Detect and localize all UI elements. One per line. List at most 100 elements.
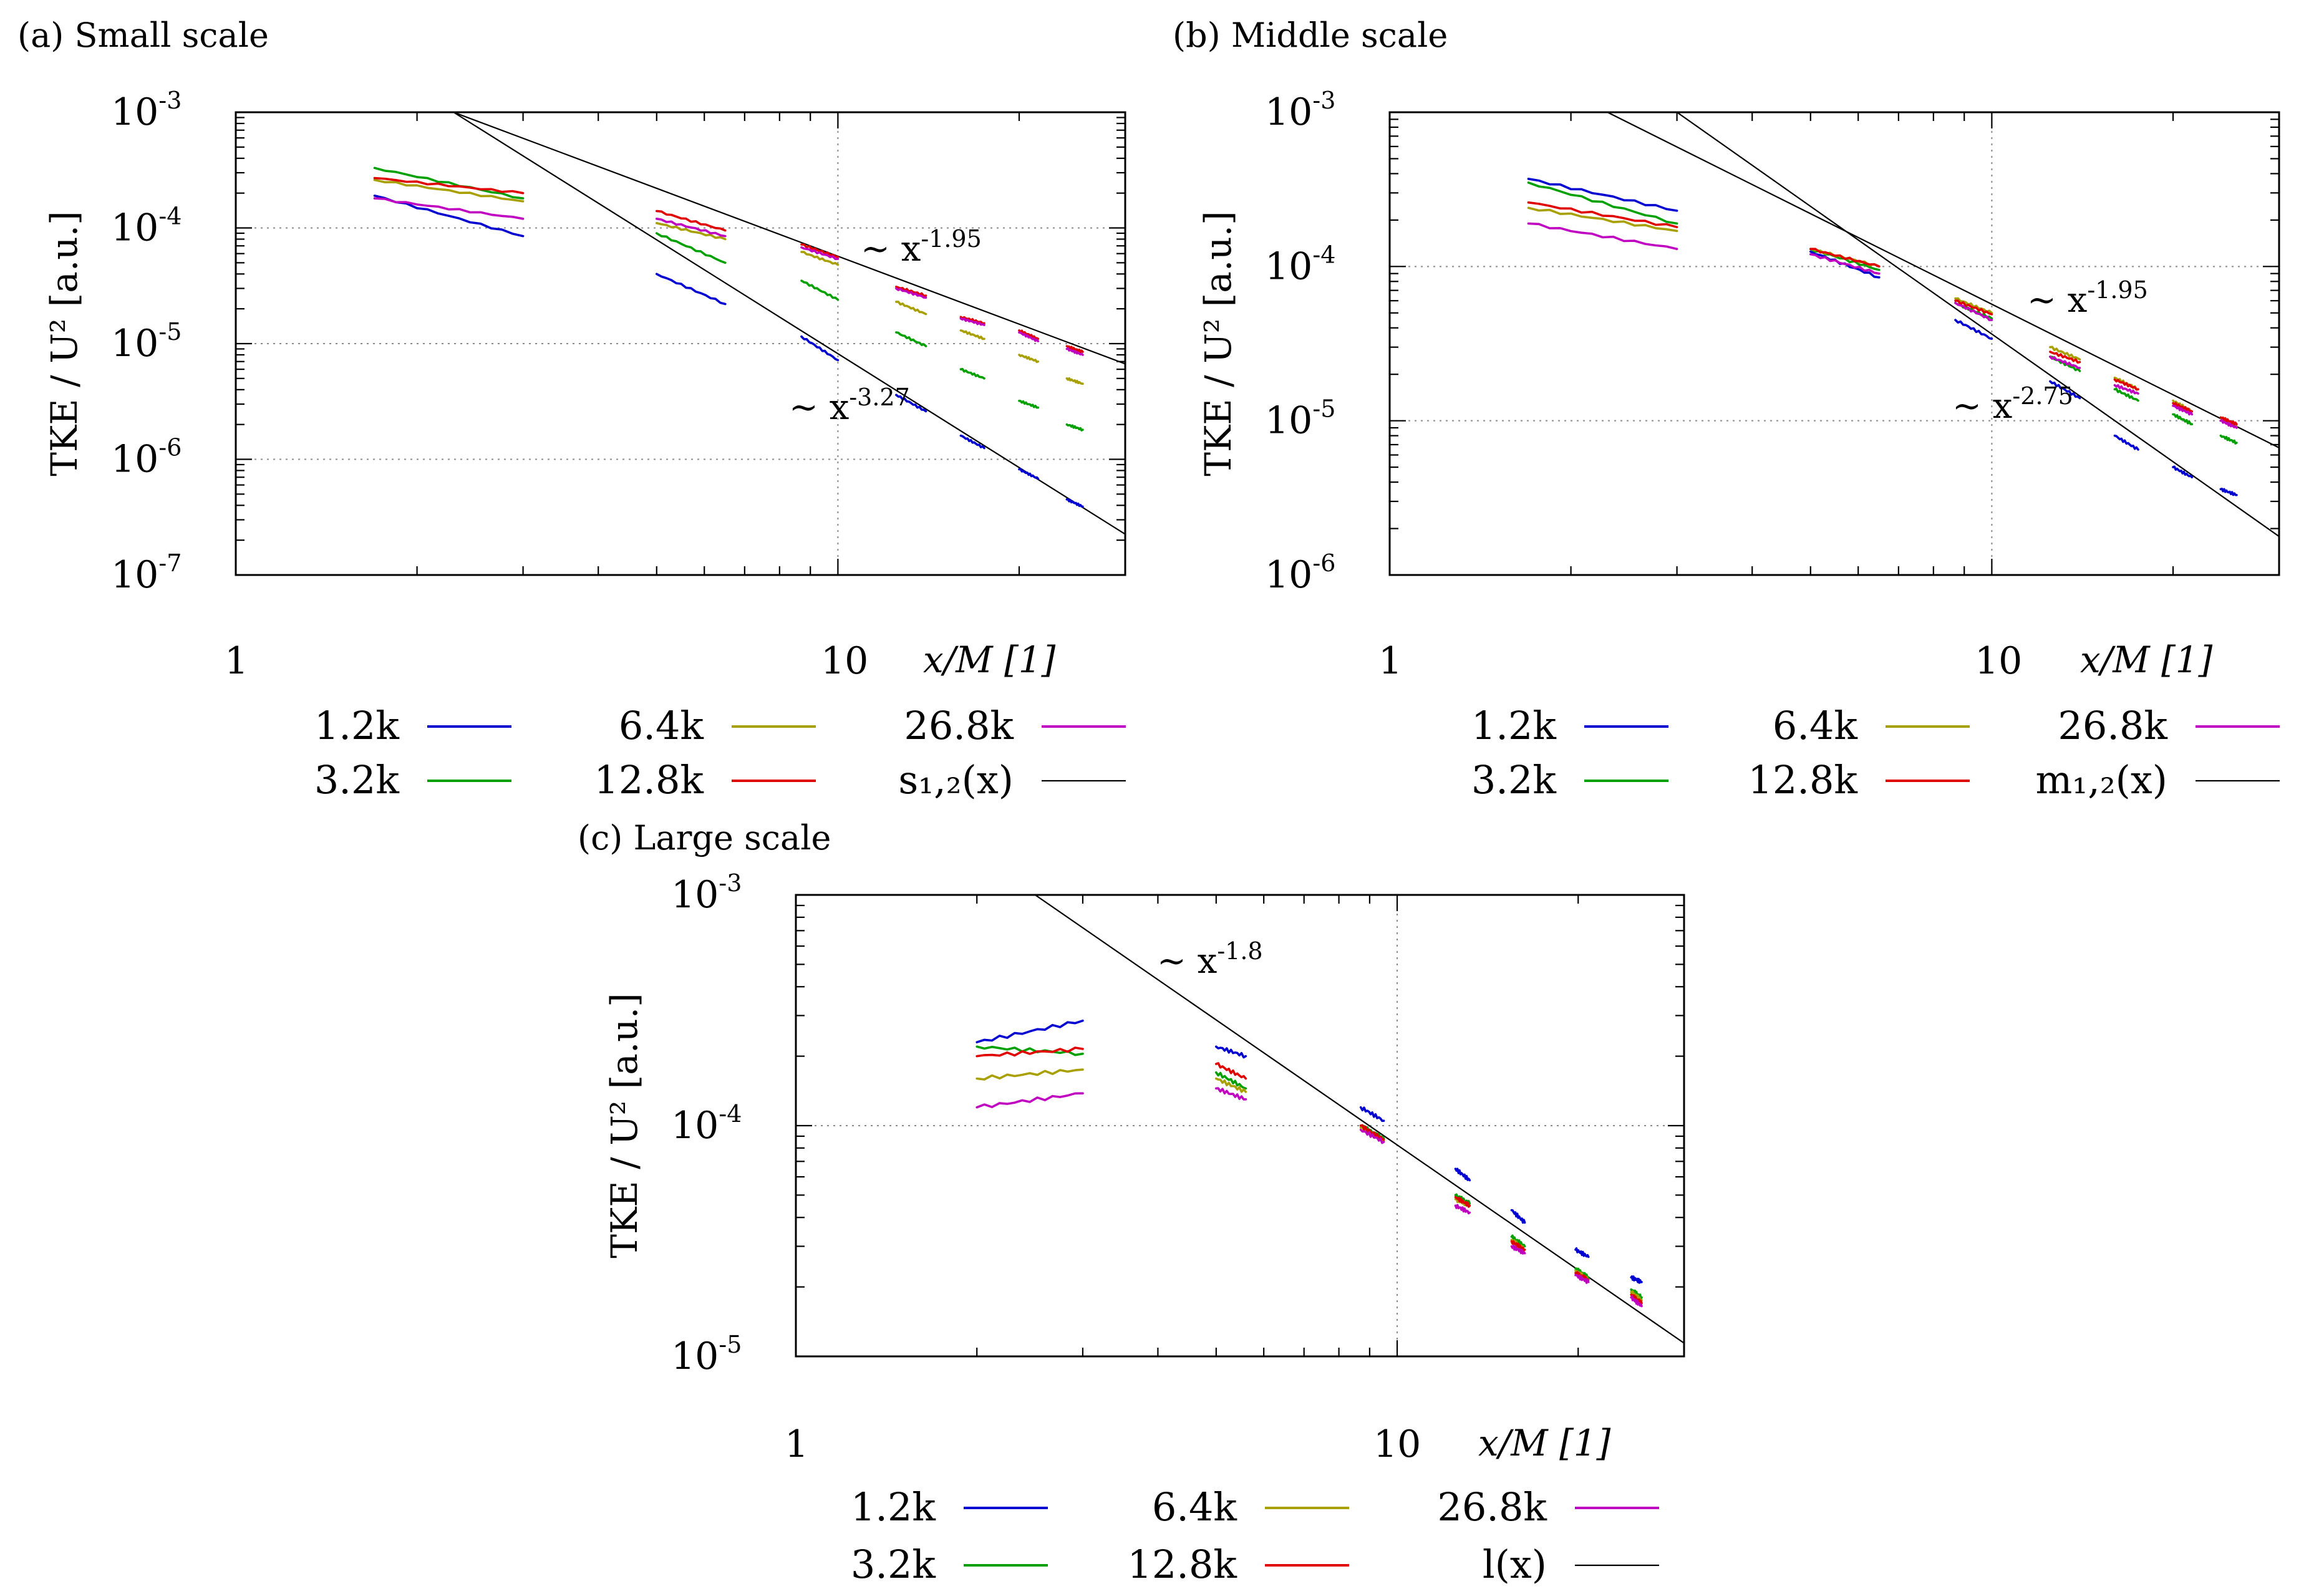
series-6.4k-segment [2049, 345, 2081, 360]
series-12.8k-segment [800, 243, 840, 258]
plot-area [1527, 112, 2279, 538]
y-tick-base: 10 [671, 1335, 719, 1378]
legend: 1.2k 3.2k 6.4k 12.8k 26.8k m₁,₂(x) [1471, 703, 2280, 803]
legend-label: 26.8k [2058, 703, 2167, 748]
series-26.8k-segment [1215, 1087, 1247, 1101]
series-6.4k-segment [1215, 1077, 1247, 1093]
series-6.4k-segment [895, 301, 927, 316]
chart-panel-3: (c) Large scale~ x-1.810-310-410-51 10 x/M… [578, 818, 1685, 1587]
panel-title: (c) Large scale [578, 818, 831, 857]
series-26.8k-segment [1630, 1295, 1643, 1308]
series-12.8k-segment [2113, 378, 2139, 391]
legend-label: 26.8k [904, 703, 1014, 748]
series-1.2k-segment [1954, 319, 1993, 340]
y-tick-exponent: -4 [719, 1100, 742, 1128]
legend-label: 6.4k [1152, 1484, 1237, 1530]
fit-exponent: -1.8 [1217, 937, 1262, 965]
series-26.8k-segment [1527, 222, 1678, 250]
fit-annotation: ~ x-2.75 [1952, 382, 2073, 427]
series-26.8k-segment [1065, 347, 1084, 356]
fit-annotation: ~ x-1.8 [1157, 937, 1263, 982]
fit-line-2 [453, 112, 1125, 535]
chart-panel-1: (a) Small scale~ x-1.95~ x-3.2710-310-41… [17, 16, 1126, 803]
series-26.8k-segment [1018, 331, 1040, 342]
series-26.8k-segment [1454, 1204, 1471, 1215]
series-26.8k-segment [1809, 253, 1881, 275]
fit-line-2 [1676, 112, 2279, 538]
series-6.4k-segment [976, 1068, 1084, 1081]
y-tick-base: 10 [111, 206, 158, 250]
series-1.2k-segment [2172, 465, 2194, 479]
x-axis-label: x/M [1] [1478, 1422, 1611, 1464]
series-1.2k-segment [2049, 380, 2081, 400]
series-26.8k-segment [2113, 384, 2139, 395]
y-tick-label: 10-5 [111, 318, 182, 365]
legend-label: 6.4k [1773, 703, 1858, 748]
y-tick-exponent: -3 [158, 87, 182, 114]
legend-label: 1.2k [1471, 703, 1557, 748]
legend-label: m₁,₂(x) [2035, 757, 2167, 803]
y-tick-label: 10-4 [1265, 241, 1335, 288]
fit-label: ~ x [1157, 941, 1217, 982]
series-1.2k-segment [1359, 1106, 1385, 1123]
series-12.8k-segment [373, 176, 525, 195]
series-3.2k-segment [1065, 423, 1084, 432]
series-6.4k-segment [1527, 206, 1678, 233]
series-26.8k-segment [1954, 302, 1993, 321]
fit-annotation: ~ x-3.27 [789, 384, 910, 428]
series-1.2k-segment [895, 394, 927, 413]
series-3.2k-segment [1215, 1071, 1247, 1090]
series-1.2k-segment [1215, 1045, 1247, 1059]
y-tick-exponent: -5 [158, 318, 182, 345]
y-tick-label: 10-7 [111, 549, 182, 597]
fit-line-1 [453, 112, 1125, 365]
panel-title: (b) Middle scale [1173, 16, 1448, 55]
plot-area [976, 895, 1684, 1344]
series-26.8k-segment [2172, 404, 2194, 416]
y-tick-base: 10 [671, 873, 719, 917]
series-1.2k-segment [656, 273, 727, 306]
legend-label: 3.2k [1471, 757, 1557, 803]
series-12.8k-segment [1527, 201, 1678, 228]
y-tick-label: 10-3 [671, 869, 742, 917]
series-6.4k-segment [1018, 354, 1040, 364]
series-12.8k-segment [656, 210, 727, 232]
legend-label: l(x) [1483, 1542, 1547, 1587]
series-12.8k-segment [1018, 329, 1040, 340]
y-tick-exponent: -3 [1312, 87, 1335, 114]
y-tick-label: 10-5 [1265, 395, 1335, 443]
x-tick-label: 1 [1378, 639, 1402, 683]
y-tick-base: 10 [111, 90, 158, 134]
y-tick-base: 10 [671, 1104, 719, 1147]
series-12.8k-segment [2219, 416, 2238, 426]
series-26.8k-segment [2219, 418, 2238, 429]
chart-panel-2: (b) Middle scale~ x-1.95~ x-2.7510-310-4… [1173, 16, 2280, 803]
x-axis-label: x/M [1] [2080, 639, 2213, 681]
y-tick-exponent: -3 [719, 869, 742, 897]
series-1.2k-segment [1065, 498, 1084, 508]
y-tick-label: 10-3 [1265, 87, 1335, 134]
y-tick-base: 10 [1265, 90, 1312, 134]
legend-label: s₁,₂(x) [898, 757, 1014, 803]
y-tick-label: 10-5 [671, 1331, 742, 1378]
legend-label: 26.8k [1437, 1484, 1547, 1530]
series-12.8k-segment [1065, 345, 1084, 354]
series-26.8k-segment [895, 287, 927, 299]
legend-label: 1.2k [314, 703, 400, 748]
legend-label: 12.8k [594, 757, 704, 803]
y-tick-label: 10-4 [111, 203, 182, 250]
fit-exponent: -1.95 [921, 225, 981, 253]
series-1.2k-segment [1630, 1275, 1643, 1284]
series-3.2k-segment [373, 167, 525, 200]
y-tick-label: 10-6 [1265, 549, 1335, 597]
plot-frame [795, 894, 1685, 1358]
fit-label: ~ x [2027, 280, 2087, 321]
series-1.2k-segment [800, 335, 840, 362]
legend: 1.2k 3.2k 6.4k 12.8k 26.8k s₁,₂(x) [314, 703, 1126, 803]
series-26.8k-segment [656, 218, 727, 238]
series-3.2k-segment [959, 367, 985, 380]
x-tick-label: 10 [1373, 1422, 1421, 1466]
series-3.2k-segment [895, 331, 927, 347]
fit-line-1 [1607, 112, 2279, 448]
